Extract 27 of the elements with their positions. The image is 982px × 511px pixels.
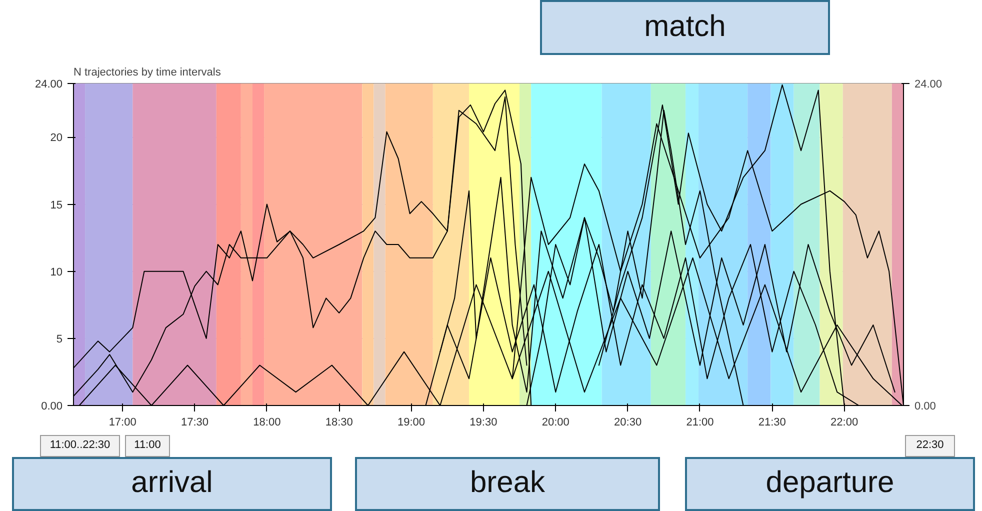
x-tick-label: 22:00 <box>830 416 858 428</box>
text: break <box>470 465 546 501</box>
text: 22:30 <box>916 438 944 453</box>
text: departure <box>766 465 894 501</box>
x-tick-label: 18:00 <box>253 416 281 428</box>
text: 11:00 <box>134 438 161 453</box>
x-tick-label: 18:30 <box>325 416 353 428</box>
x-tick-label: 20:30 <box>614 416 642 428</box>
y-tick-label: 15 <box>50 199 63 212</box>
text: match <box>644 9 726 45</box>
x-tick-label: 19:30 <box>470 416 498 428</box>
x-tick-label: 21:30 <box>758 416 786 428</box>
y2-tick-label: 0.00 <box>914 400 936 412</box>
x-tick-label: 17:00 <box>108 416 136 428</box>
x-tick-label: 17:30 <box>180 416 209 428</box>
y-tick-label: 10 <box>50 266 63 278</box>
text: 11:00..22:30 <box>50 438 110 453</box>
y-tick-label: 20 <box>50 132 63 144</box>
y2-tick-label: 24.00 <box>914 78 942 90</box>
chart-title: N trajectories by time intervals <box>74 66 222 78</box>
x-tick-label: 21:00 <box>686 416 714 428</box>
y-tick-label: 5 <box>56 333 63 346</box>
text: arrival <box>131 465 213 501</box>
y-tick-label: 0.00 <box>41 400 63 412</box>
y-tick-label: 24.00 <box>34 78 63 90</box>
x-tick-label: 19:00 <box>398 416 426 428</box>
x-tick-label: 20:00 <box>542 416 570 428</box>
